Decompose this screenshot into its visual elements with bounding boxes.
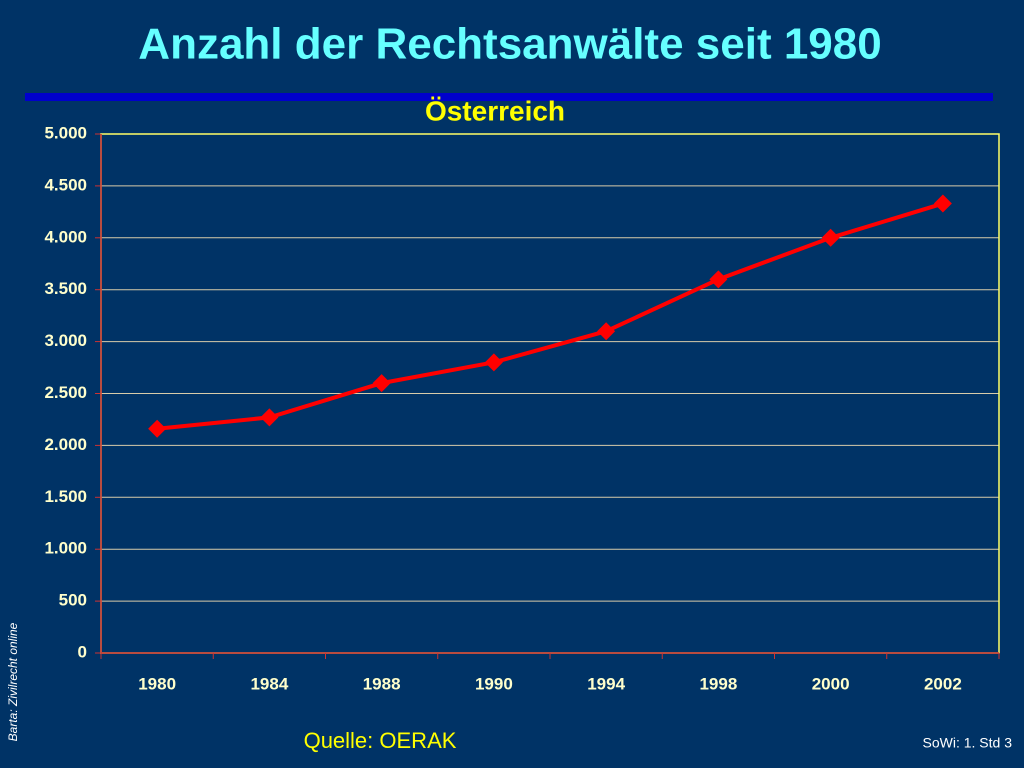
- chart-title: Anzahl der Rechtsanwälte seit 1980: [138, 20, 881, 69]
- marker: [597, 322, 616, 341]
- x-tick-label: 1998: [699, 674, 737, 693]
- line: [156, 201, 944, 431]
- footer: SoWi: 1. Std 3: [923, 735, 1013, 751]
- marker: [372, 374, 391, 393]
- side-note: Barta: Zivilrecht online: [6, 622, 20, 741]
- x-tick-label: 1984: [250, 674, 288, 693]
- x-tick-label: 1994: [587, 674, 625, 693]
- marker: [484, 353, 503, 372]
- y-tick-label: 3.000: [44, 331, 87, 350]
- marker: [933, 194, 952, 213]
- marker: [148, 419, 167, 438]
- marker: [260, 408, 279, 427]
- y-tick-label: 500: [59, 591, 87, 610]
- y-tick-label: 1.500: [44, 487, 87, 506]
- title-rule: [25, 93, 993, 101]
- y-tick-label: 0: [78, 642, 87, 661]
- x-tick-label: 1988: [363, 674, 401, 693]
- marker: [709, 270, 728, 289]
- y-tick-label: 2.000: [44, 435, 87, 454]
- y-tick-label: 4.000: [44, 227, 87, 246]
- y-tick-label: 1.000: [44, 539, 87, 558]
- y-tick-label: 3.500: [44, 279, 87, 298]
- source: Quelle: OERAK: [304, 728, 457, 753]
- x-tick-label: 2000: [812, 674, 850, 693]
- x-tick-label: 1990: [475, 674, 513, 693]
- y-tick-label: 5.000: [44, 123, 87, 142]
- y-tick-label: 2.500: [44, 383, 87, 402]
- marker: [821, 228, 840, 247]
- x-tick-label: 2002: [924, 674, 962, 693]
- chart-subtitle: Österreich: [425, 95, 565, 126]
- x-tick-label: 1980: [138, 674, 176, 693]
- y-tick-label: 4.500: [44, 175, 87, 194]
